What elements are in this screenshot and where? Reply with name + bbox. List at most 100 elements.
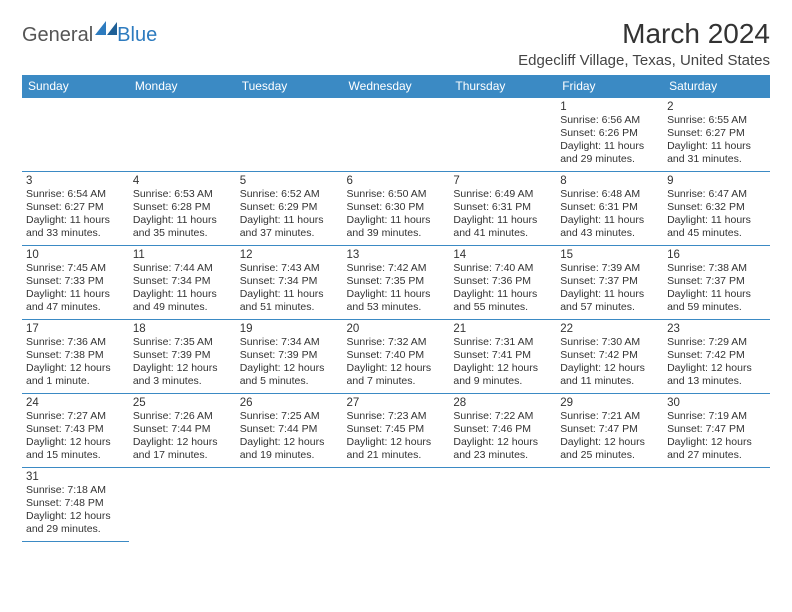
- sunrise-text: Sunrise: 7:36 AM: [26, 336, 125, 349]
- sunrise-text: Sunrise: 7:38 AM: [667, 262, 766, 275]
- day-number: 10: [26, 249, 125, 261]
- day-number: 12: [240, 249, 339, 261]
- calendar-cell: [236, 98, 343, 172]
- calendar-cell: 7Sunrise: 6:49 AMSunset: 6:31 PMDaylight…: [449, 172, 556, 246]
- sunrise-text: Sunrise: 6:53 AM: [133, 188, 232, 201]
- daylight-text: and 13 minutes.: [667, 375, 766, 388]
- day-number: 19: [240, 323, 339, 335]
- day-number: 14: [453, 249, 552, 261]
- day-number: 1: [560, 101, 659, 113]
- calendar-cell: 30Sunrise: 7:19 AMSunset: 7:47 PMDayligh…: [663, 394, 770, 468]
- daylight-text: and 39 minutes.: [347, 227, 446, 240]
- day-number: 26: [240, 397, 339, 409]
- sunrise-text: Sunrise: 7:45 AM: [26, 262, 125, 275]
- daylight-text: Daylight: 12 hours: [347, 436, 446, 449]
- sunrise-text: Sunrise: 7:19 AM: [667, 410, 766, 423]
- calendar-table: Sunday Monday Tuesday Wednesday Thursday…: [22, 75, 770, 542]
- sunrise-text: Sunrise: 7:27 AM: [26, 410, 125, 423]
- daylight-text: Daylight: 12 hours: [347, 362, 446, 375]
- sunrise-text: Sunrise: 7:34 AM: [240, 336, 339, 349]
- daylight-text: and 3 minutes.: [133, 375, 232, 388]
- calendar-cell: [449, 468, 556, 542]
- daylight-text: Daylight: 11 hours: [560, 140, 659, 153]
- sunset-text: Sunset: 6:31 PM: [453, 201, 552, 214]
- sunset-text: Sunset: 6:32 PM: [667, 201, 766, 214]
- sunset-text: Sunset: 7:36 PM: [453, 275, 552, 288]
- sunrise-text: Sunrise: 6:54 AM: [26, 188, 125, 201]
- sunrise-text: Sunrise: 7:23 AM: [347, 410, 446, 423]
- day-number: 27: [347, 397, 446, 409]
- daylight-text: Daylight: 11 hours: [453, 288, 552, 301]
- daylight-text: Daylight: 12 hours: [240, 362, 339, 375]
- daylight-text: and 33 minutes.: [26, 227, 125, 240]
- day-number: 5: [240, 175, 339, 187]
- calendar-cell: 27Sunrise: 7:23 AMSunset: 7:45 PMDayligh…: [343, 394, 450, 468]
- daylight-text: and 49 minutes.: [133, 301, 232, 314]
- calendar-week-row: 10Sunrise: 7:45 AMSunset: 7:33 PM Dayligh…: [22, 246, 770, 320]
- daylight-text: and 17 minutes.: [133, 449, 232, 462]
- day-number: 25: [133, 397, 232, 409]
- sunset-text: Sunset: 7:33 PM: [26, 275, 125, 288]
- sunrise-text: Sunrise: 7:39 AM: [560, 262, 659, 275]
- sunrise-text: Sunrise: 7:25 AM: [240, 410, 339, 423]
- calendar-cell: 25Sunrise: 7:26 AMSunset: 7:44 PMDayligh…: [129, 394, 236, 468]
- logo-text-blue: Blue: [117, 24, 157, 47]
- day-number: 31: [26, 471, 125, 483]
- title-block: March 2024 Edgecliff Village, Texas, Uni…: [518, 18, 770, 69]
- sunset-text: Sunset: 7:41 PM: [453, 349, 552, 362]
- calendar-cell: 15Sunrise: 7:39 AMSunset: 7:37 PMDayligh…: [556, 246, 663, 320]
- calendar-cell: 20Sunrise: 7:32 AMSunset: 7:40 PMDayligh…: [343, 320, 450, 394]
- sunset-text: Sunset: 6:26 PM: [560, 127, 659, 140]
- daylight-text: and 29 minutes.: [26, 523, 125, 536]
- day-number: 7: [453, 175, 552, 187]
- daylight-text: and 19 minutes.: [240, 449, 339, 462]
- daylight-text: Daylight: 12 hours: [26, 510, 125, 523]
- sunset-text: Sunset: 6:30 PM: [347, 201, 446, 214]
- sunrise-text: Sunrise: 7:40 AM: [453, 262, 552, 275]
- sunset-text: Sunset: 6:27 PM: [667, 127, 766, 140]
- daylight-text: Daylight: 12 hours: [133, 362, 232, 375]
- day-number: 15: [560, 249, 659, 261]
- daylight-text: Daylight: 11 hours: [347, 214, 446, 227]
- daylight-text: Daylight: 12 hours: [26, 436, 125, 449]
- day-number: 2: [667, 101, 766, 113]
- day-number: 20: [347, 323, 446, 335]
- weekday-header: Sunday: [22, 75, 129, 98]
- daylight-text: and 7 minutes.: [347, 375, 446, 388]
- daylight-text: Daylight: 12 hours: [560, 362, 659, 375]
- sunrise-text: Sunrise: 6:47 AM: [667, 188, 766, 201]
- daylight-text: Daylight: 11 hours: [240, 214, 339, 227]
- day-number: 29: [560, 397, 659, 409]
- daylight-text: and 15 minutes.: [26, 449, 125, 462]
- sunrise-text: Sunrise: 6:50 AM: [347, 188, 446, 201]
- sunrise-text: Sunrise: 7:22 AM: [453, 410, 552, 423]
- weekday-header: Saturday: [663, 75, 770, 98]
- day-number: 8: [560, 175, 659, 187]
- daylight-text: Daylight: 11 hours: [347, 288, 446, 301]
- daylight-text: and 9 minutes.: [453, 375, 552, 388]
- calendar-week-row: 3Sunrise: 6:54 AMSunset: 6:27 PMDaylight…: [22, 172, 770, 246]
- calendar-cell: [449, 98, 556, 172]
- calendar-cell: 4Sunrise: 6:53 AMSunset: 6:28 PMDaylight…: [129, 172, 236, 246]
- header: General Blue March 2024 Edgecliff Villag…: [22, 18, 770, 69]
- daylight-text: and 55 minutes.: [453, 301, 552, 314]
- daylight-text: and 23 minutes.: [453, 449, 552, 462]
- calendar-cell: 26Sunrise: 7:25 AMSunset: 7:44 PMDayligh…: [236, 394, 343, 468]
- calendar-week-row: 17Sunrise: 7:36 AMSunset: 7:38 PMDayligh…: [22, 320, 770, 394]
- daylight-text: and 53 minutes.: [347, 301, 446, 314]
- daylight-text: and 57 minutes.: [560, 301, 659, 314]
- calendar-cell: 28Sunrise: 7:22 AMSunset: 7:46 PMDayligh…: [449, 394, 556, 468]
- daylight-text: Daylight: 11 hours: [133, 214, 232, 227]
- calendar-body: 1Sunrise: 6:56 AMSunset: 6:26 PMDaylight…: [22, 98, 770, 542]
- sunset-text: Sunset: 7:37 PM: [560, 275, 659, 288]
- daylight-text: and 45 minutes.: [667, 227, 766, 240]
- daylight-text: Daylight: 11 hours: [240, 288, 339, 301]
- calendar-cell: [129, 98, 236, 172]
- weekday-header-row: Sunday Monday Tuesday Wednesday Thursday…: [22, 75, 770, 98]
- sunrise-text: Sunrise: 6:56 AM: [560, 114, 659, 127]
- calendar-cell: [236, 468, 343, 542]
- sunrise-text: Sunrise: 6:48 AM: [560, 188, 659, 201]
- day-number: 9: [667, 175, 766, 187]
- day-number: 18: [133, 323, 232, 335]
- daylight-text: Daylight: 12 hours: [453, 436, 552, 449]
